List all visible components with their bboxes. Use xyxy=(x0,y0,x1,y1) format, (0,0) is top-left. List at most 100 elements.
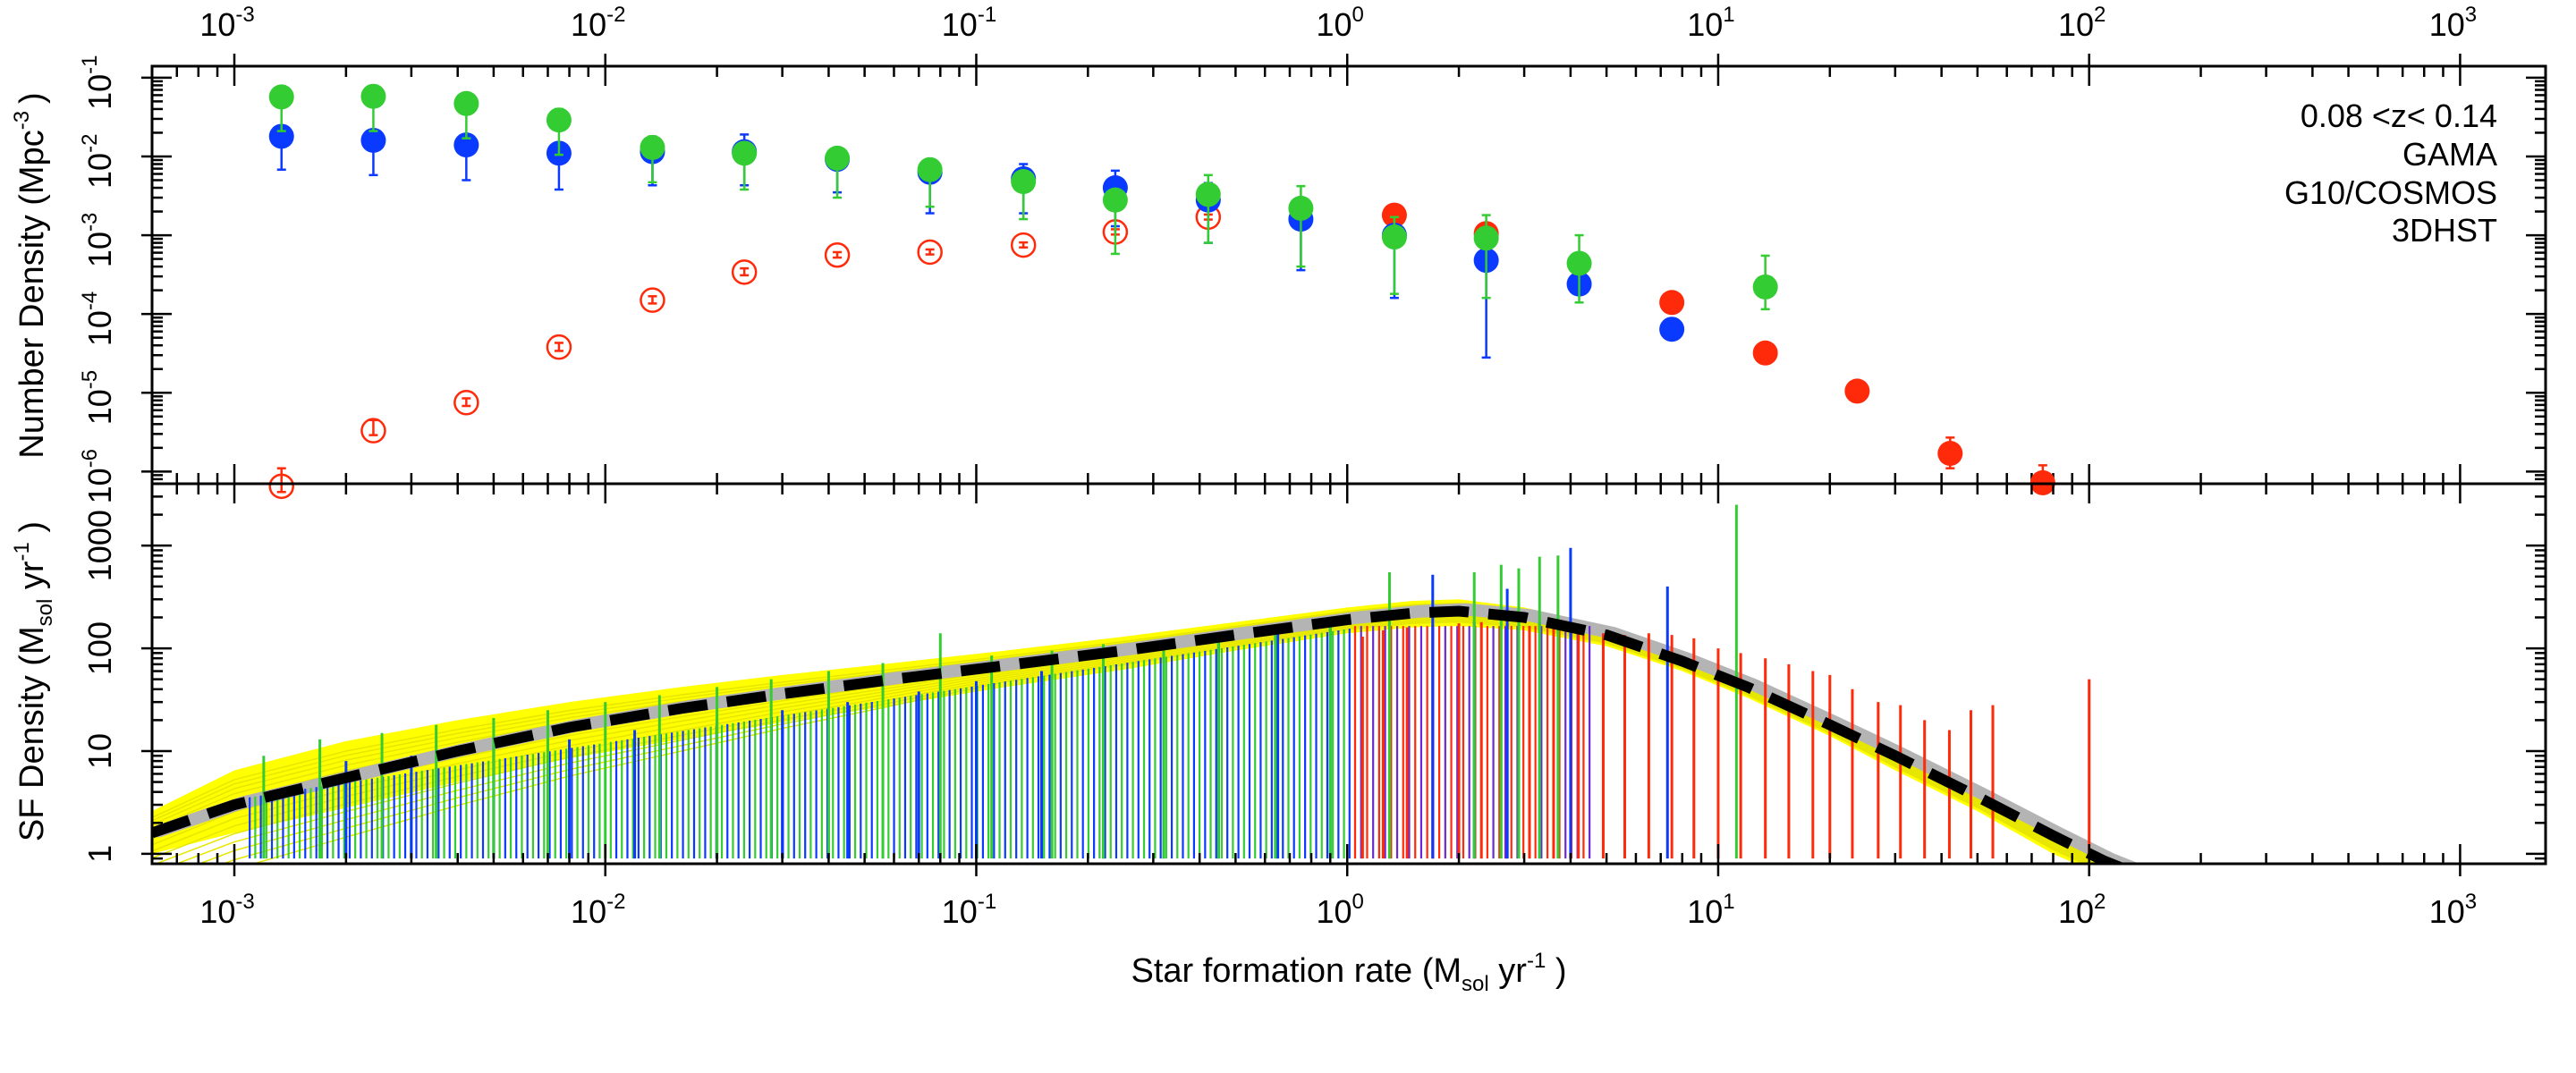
filled-marker xyxy=(1381,224,1407,250)
open-marker xyxy=(640,287,665,313)
data-point xyxy=(2029,464,2055,495)
top-x-tick-label-base: 10 xyxy=(942,6,978,43)
top-y-tick-label: 10-2 xyxy=(78,134,118,189)
bottom-x-tick-labels: 10-3 10-2 10-1 100 101 102 103 xyxy=(199,890,2477,930)
data-point xyxy=(1195,173,1221,244)
data-point xyxy=(1102,187,1128,256)
top-y-tick-label-exp: -1 xyxy=(78,55,102,73)
x-label-main: Star formation rate (M xyxy=(1131,952,1462,990)
top-y-tick-label-base: 10 xyxy=(81,468,118,503)
top-x-tick-label-exp: 1 xyxy=(1723,3,1734,27)
top-x-tick-label-exp: -1 xyxy=(978,3,996,27)
open-marker xyxy=(824,241,851,268)
data-point xyxy=(1752,254,1778,311)
data-point xyxy=(1011,169,1037,221)
top-y-tick-label: 10-6 xyxy=(78,449,118,503)
x-label-sup: -1 xyxy=(1527,949,1546,973)
top-x-tick-label-exp: -3 xyxy=(235,3,254,27)
top-y-tick-label-base: 10 xyxy=(81,232,118,267)
top-x-tick-label-exp: 0 xyxy=(1352,3,1364,27)
bottom-x-tick-label-exp: 1 xyxy=(1723,890,1734,914)
bottom-y-tick-label: 10 xyxy=(81,733,118,769)
top-panel-ticks xyxy=(141,54,2546,486)
bottom-y-label-sub: sol xyxy=(33,599,57,627)
bottom-x-tick-label-base: 10 xyxy=(942,893,978,930)
bottom-x-tick-label-exp: 3 xyxy=(2465,890,2477,914)
bottom-panel-ticks xyxy=(141,482,2546,876)
fit-dashed-line xyxy=(152,605,2126,864)
bottom-y-axis-label: SF Density (Msol yr-1 ) xyxy=(10,521,57,841)
data-point xyxy=(1659,290,1685,316)
sf-density-plot-area xyxy=(152,504,2140,864)
bottom-x-tick-label: 102 xyxy=(2058,890,2106,930)
data-point xyxy=(640,287,665,313)
data-point xyxy=(1566,233,1592,304)
bottom-y-label-sup: -1 xyxy=(10,542,34,561)
top-x-tick-label: 10-3 xyxy=(199,3,254,43)
filled-marker xyxy=(1381,202,1407,228)
filled-marker xyxy=(453,132,479,158)
top-x-tick-label-base: 10 xyxy=(199,6,235,43)
data-point xyxy=(1752,340,1778,366)
data-point xyxy=(1844,378,1870,404)
top-y-tick-label: 10-3 xyxy=(78,213,118,267)
top-x-tick-label-base: 10 xyxy=(1317,6,1352,43)
data-point xyxy=(731,259,758,285)
bottom-x-tick-label: 10-1 xyxy=(942,890,996,930)
bottom-x-tick-label-base: 10 xyxy=(571,893,606,930)
data-point xyxy=(1288,184,1314,268)
filled-marker xyxy=(1011,169,1037,195)
filled-marker xyxy=(640,134,665,160)
bottom-panel-frame xyxy=(150,482,2547,866)
top-panel-frame xyxy=(150,64,2547,486)
filled-marker xyxy=(1195,182,1221,207)
open-marker xyxy=(268,473,294,500)
data-point xyxy=(546,334,572,360)
filled-marker xyxy=(1752,274,1778,300)
open-marker xyxy=(546,334,572,360)
data-point xyxy=(1937,436,1963,469)
data-point xyxy=(453,132,479,182)
top-y-axis-label-tail: ) xyxy=(13,92,51,104)
data-point xyxy=(360,83,386,132)
bottom-x-tick-label-exp: 0 xyxy=(1352,890,1364,914)
filled-marker xyxy=(546,107,572,133)
bottom-y-tick-label: 1000 xyxy=(81,510,118,581)
data-point xyxy=(453,390,479,416)
bottom-x-tick-label: 101 xyxy=(1687,890,1734,930)
top-x-tick-label-exp: 3 xyxy=(2465,3,2477,27)
top-y-tick-label-base: 10 xyxy=(81,153,118,189)
bottom-x-tick-label-exp: -1 xyxy=(978,890,996,914)
top-y-axis-label-main: Number Density (Mpc xyxy=(13,130,51,458)
top-x-tick-label-base: 10 xyxy=(571,6,606,43)
data-point xyxy=(268,123,294,171)
data-point xyxy=(1659,317,1685,342)
data-point xyxy=(917,239,943,266)
data-point xyxy=(1473,214,1499,300)
filled-marker xyxy=(917,156,943,182)
filled-marker xyxy=(268,123,294,149)
number-density-points xyxy=(268,83,2055,500)
top-x-tick-label-exp: -2 xyxy=(606,3,625,27)
bottom-y-label-mid: yr xyxy=(13,561,51,599)
filled-marker xyxy=(1659,290,1685,316)
data-point xyxy=(825,145,851,199)
open-marker xyxy=(360,418,386,444)
filled-marker xyxy=(1566,250,1592,276)
top-y-tick-label-exp: -4 xyxy=(78,291,102,310)
legend-g10-cosmos: G10/COSMOS xyxy=(2284,174,2497,211)
bottom-x-tick-label-base: 10 xyxy=(2058,893,2094,930)
top-y-tick-label: 10-5 xyxy=(78,370,118,425)
data-point xyxy=(1381,215,1407,295)
top-x-tick-label: 100 xyxy=(1317,3,1364,43)
top-x-tick-label-exp: 2 xyxy=(2094,3,2106,27)
sf-density-bars xyxy=(249,504,2091,859)
filled-marker xyxy=(1288,195,1314,221)
bottom-x-tick-label: 100 xyxy=(1317,890,1364,930)
data-point xyxy=(268,84,294,132)
filled-marker xyxy=(1937,441,1963,467)
bottom-x-tick-label-exp: -2 xyxy=(606,890,625,914)
filled-marker xyxy=(1752,340,1778,366)
bottom-x-tick-label: 103 xyxy=(2429,890,2477,930)
